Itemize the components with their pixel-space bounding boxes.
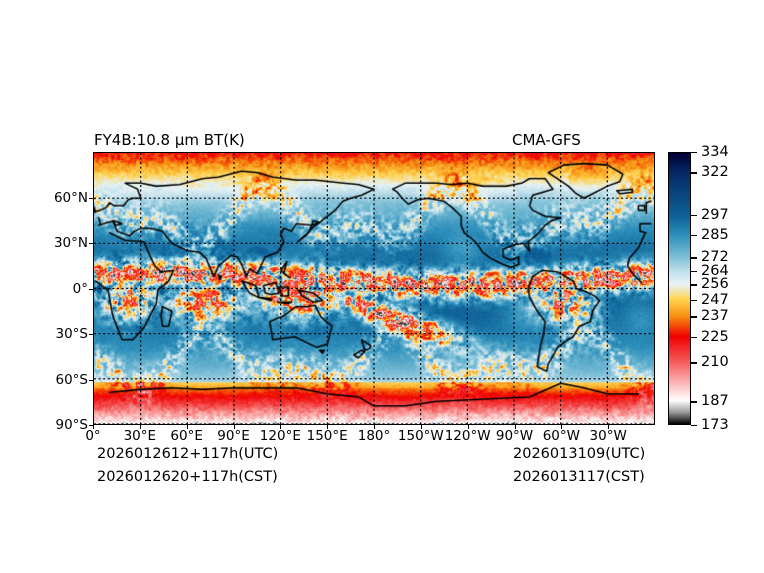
x-tick-mark: [186, 425, 188, 429]
x-tick-label: 120°W: [444, 428, 491, 444]
x-tick-mark: [561, 425, 563, 429]
y-tick-label: 60°N: [53, 189, 88, 206]
y-tick-label: 90°S: [55, 417, 89, 433]
footer-init-utc: 2026012612+117h(UTC): [97, 446, 279, 462]
x-tick-label: 90°E: [217, 428, 250, 444]
y-tick-mark: [89, 197, 93, 199]
x-tick-label: 120°E: [259, 428, 301, 444]
x-tick-mark: [280, 425, 282, 429]
y-tick-mark: [89, 425, 93, 426]
colorbar-tick-label: 210: [701, 354, 729, 371]
colorbar-tick-label: 173: [701, 417, 729, 433]
footer-valid-cst: 2026013117(CST): [513, 469, 645, 485]
y-tick-mark: [89, 379, 93, 381]
colorbar-tick-mark: [691, 214, 697, 217]
footer-valid-utc: 2026013109(UTC): [513, 446, 646, 462]
colorbar-tick-mark: [691, 152, 697, 154]
brightness-temperature-raster: [94, 153, 654, 424]
colorbar-tick-label: 322: [701, 164, 729, 181]
colorbar-tick-label: 264: [701, 262, 729, 279]
colorbar-tick-mark: [691, 299, 697, 301]
colorbar-gradient: [669, 153, 690, 424]
colorbar-tick-mark: [691, 235, 697, 237]
y-tick-label: 30°N: [53, 235, 88, 251]
colorbar: [668, 152, 691, 425]
x-tick-label: 150°W: [397, 428, 444, 444]
x-tick-mark: [327, 425, 329, 429]
colorbar-tick-mark: [691, 336, 697, 339]
x-tick-label: 0°: [85, 428, 101, 444]
x-tick-label: 90°W: [495, 428, 534, 444]
x-tick-mark: [233, 425, 235, 429]
x-tick-mark: [420, 425, 422, 429]
x-tick-label: 30°E: [123, 428, 157, 444]
colorbar-tick-label: 334: [701, 144, 729, 160]
y-tick-label: 0°: [72, 280, 88, 297]
colorbar-tick-label: 272: [701, 249, 729, 266]
x-tick-label: 150°E: [306, 428, 348, 444]
y-tick-mark: [89, 334, 93, 335]
colorbar-tick-label: 247: [701, 291, 729, 308]
colorbar-tick-label: 297: [701, 206, 729, 223]
y-tick-label: 30°S: [55, 326, 89, 342]
colorbar-tick-mark: [691, 362, 697, 364]
x-tick-mark: [374, 425, 375, 429]
y-tick-label: 60°S: [55, 371, 89, 388]
colorbar-tick-mark: [691, 401, 697, 403]
colorbar-tick-mark: [691, 284, 697, 286]
x-tick-mark: [467, 425, 469, 429]
colorbar-tick-mark: [691, 270, 697, 273]
global-map-plot: [93, 152, 655, 425]
colorbar-tick-label: 237: [701, 308, 729, 325]
colorbar-tick-mark: [691, 425, 697, 427]
x-tick-mark: [608, 425, 610, 429]
x-tick-mark: [139, 425, 141, 429]
footer-init-cst: 2026012620+117h(CST): [97, 469, 278, 485]
colorbar-tick-label: 256: [701, 276, 729, 293]
colorbar-tick-label: 187: [701, 393, 729, 410]
x-tick-mark: [93, 425, 94, 429]
y-tick-mark: [89, 288, 93, 290]
x-tick-label: 60°E: [170, 428, 203, 444]
y-tick-mark: [89, 243, 93, 244]
x-tick-mark: [514, 425, 516, 429]
colorbar-tick-label: 285: [701, 227, 729, 244]
colorbar-tick-mark: [691, 172, 697, 174]
colorbar-tick-mark: [691, 316, 697, 318]
x-tick-label: 30°W: [589, 428, 627, 444]
colorbar-tick-mark: [691, 257, 697, 259]
colorbar-tick-label: 225: [701, 328, 729, 345]
x-tick-label: 180°: [357, 428, 391, 444]
x-tick-label: 60°W: [542, 428, 580, 444]
chart-title-right: CMA-GFS: [512, 131, 581, 149]
chart-title-left: FY4B:10.8 μm BT(K): [94, 131, 245, 149]
